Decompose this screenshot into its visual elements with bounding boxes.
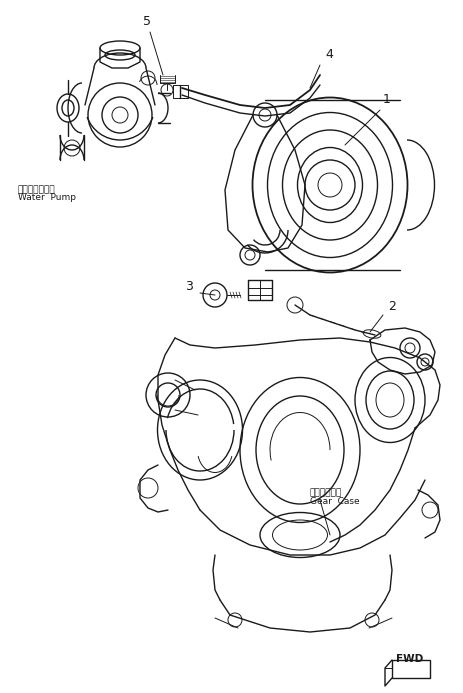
Text: 4: 4 xyxy=(325,48,333,61)
Text: 3: 3 xyxy=(185,280,193,293)
Text: 1: 1 xyxy=(383,93,391,106)
Text: FWD: FWD xyxy=(396,654,423,664)
Text: Water  Pump: Water Pump xyxy=(18,193,76,202)
Text: ギヤーケース: ギヤーケース xyxy=(310,488,342,497)
Text: 5: 5 xyxy=(143,15,151,28)
Polygon shape xyxy=(392,660,430,678)
Text: 2: 2 xyxy=(388,300,396,313)
Text: ウォータポンプ: ウォータポンプ xyxy=(18,185,56,194)
Text: Gear  Case: Gear Case xyxy=(310,497,360,506)
